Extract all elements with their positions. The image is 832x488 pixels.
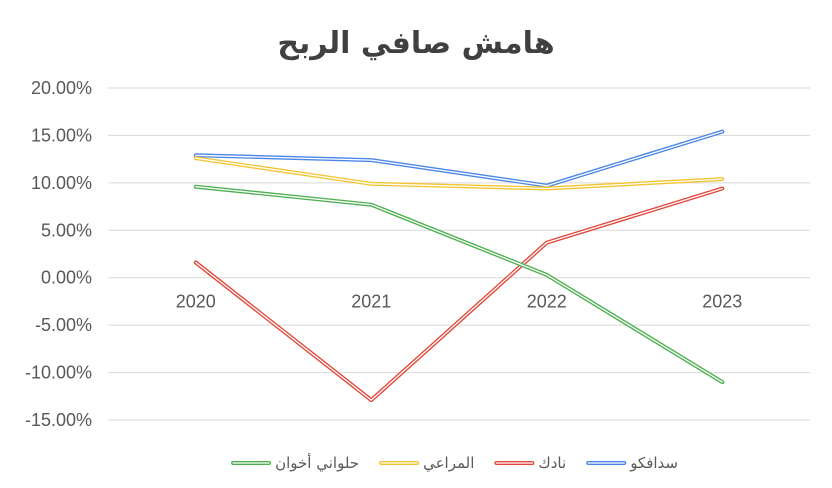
legend-label: المراعي	[423, 454, 474, 473]
y-tick-label: 10.00%	[31, 173, 92, 193]
y-tick-label: -5.00%	[35, 315, 92, 335]
y-axis: 20.00% 15.00% 10.00% 5.00% 0.00% -5.00% -10.00…	[25, 78, 92, 430]
legend-item: حلواني أخوان	[231, 453, 359, 473]
y-tick-label: 0.00%	[41, 268, 92, 288]
chart-title: هامش صافي الربح	[277, 26, 554, 61]
legend: سدافكو نادك المراعي حلواني أخوان	[231, 453, 678, 473]
legend-item: سدافكو	[586, 454, 678, 472]
y-tick-label: -15.00%	[25, 410, 92, 430]
legend-label: نادك	[538, 454, 566, 472]
x-tick-label: 2022	[527, 292, 567, 312]
series-lines	[193, 129, 725, 403]
x-tick-label: 2021	[351, 292, 391, 312]
gridlines	[108, 87, 810, 421]
legend-item: نادك	[494, 454, 566, 472]
y-tick-label: 5.00%	[41, 220, 92, 240]
series-line	[193, 184, 725, 385]
series-line	[193, 186, 725, 403]
legend-label: حلواني أخوان	[275, 453, 359, 473]
y-tick-label: 15.00%	[31, 125, 92, 145]
series-line	[193, 156, 725, 191]
x-axis: 2020 2021 2022 2023	[176, 292, 743, 312]
x-tick-label: 2023	[702, 292, 742, 312]
series-line	[193, 129, 725, 188]
y-tick-label: 20.00%	[31, 78, 92, 98]
y-tick-label: -10.00%	[25, 363, 92, 383]
legend-item: المراعي	[379, 454, 474, 473]
legend-label: سدافكو	[629, 454, 678, 472]
x-tick-label: 2020	[176, 292, 216, 312]
